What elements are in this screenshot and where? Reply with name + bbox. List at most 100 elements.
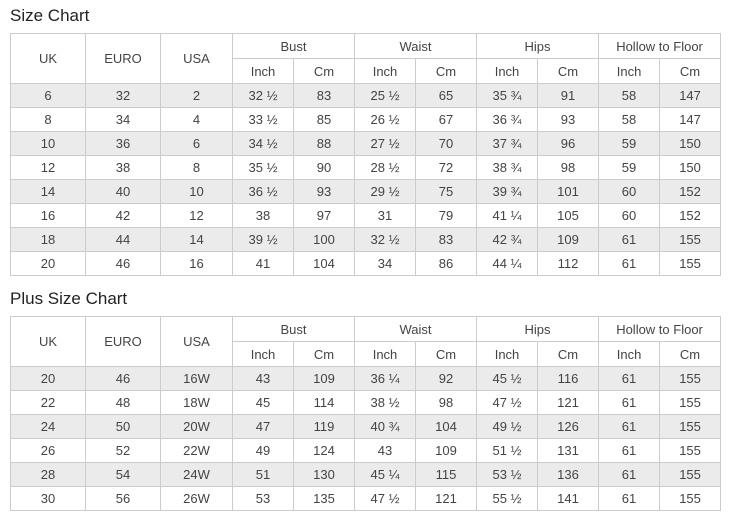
table-cell: 86 xyxy=(415,251,478,276)
table-cell: 20 xyxy=(10,251,86,276)
table-cell: 51 ½ xyxy=(476,438,539,463)
unit-header-inch: Inch xyxy=(232,341,294,367)
table-cell: 31 xyxy=(354,203,417,228)
table-cell: 105 xyxy=(537,203,600,228)
table-cell: 65 xyxy=(415,83,478,108)
table-cell: 42 ¾ xyxy=(476,227,539,252)
table-cell: 155 xyxy=(659,390,722,415)
table-cell: 131 xyxy=(537,438,600,463)
table-cell: 75 xyxy=(415,179,478,204)
table-cell: 152 xyxy=(659,179,722,204)
table-cell: 4 xyxy=(160,107,233,132)
unit-header-inch: Inch xyxy=(354,58,417,84)
column-group-hollow-to-floor: Hollow to Floor xyxy=(598,33,722,59)
table-cell: 112 xyxy=(537,251,600,276)
size-chart-page: Size Chart UK EURO USA Bust Waist Hips H… xyxy=(10,6,722,511)
table-cell: 14 xyxy=(10,179,86,204)
table-row: 22 48 18W 45 114 38 ½ 98 47 ½ 121 61 155 xyxy=(10,390,722,415)
table-cell: 56 xyxy=(85,486,161,511)
column-group-bust: Bust xyxy=(231,316,356,342)
table-cell: 93 xyxy=(537,107,600,132)
table-cell: 22 xyxy=(10,390,86,415)
table-row: 16 42 12 38 97 31 79 41 ¼ 105 60 152 xyxy=(10,203,722,228)
table-cell: 41 xyxy=(232,251,294,276)
table-cell: 59 xyxy=(598,155,661,180)
table-cell: 90 xyxy=(292,155,356,180)
table-cell: 52 xyxy=(85,438,161,463)
table-cell: 46 xyxy=(85,366,161,391)
table-cell: 18W xyxy=(160,390,233,415)
table-cell: 22W xyxy=(160,438,233,463)
table-cell: 26 xyxy=(10,438,86,463)
table-cell: 91 xyxy=(537,83,600,108)
table-cell: 60 xyxy=(598,179,661,204)
table-cell: 121 xyxy=(415,486,478,511)
table-cell: 55 ½ xyxy=(476,486,539,511)
unit-header-cm: Cm xyxy=(537,341,600,367)
table-cell: 36 ¼ xyxy=(354,366,417,391)
table-cell: 36 ½ xyxy=(232,179,294,204)
table-cell: 147 xyxy=(659,83,722,108)
table-cell: 53 ½ xyxy=(476,462,539,487)
table-cell: 109 xyxy=(537,227,600,252)
table-cell: 24W xyxy=(160,462,233,487)
column-group-hips: Hips xyxy=(476,33,600,59)
table-cell: 47 ½ xyxy=(476,390,539,415)
table-cell: 96 xyxy=(537,131,600,156)
table-cell: 33 ½ xyxy=(232,107,294,132)
unit-header-cm: Cm xyxy=(659,58,722,84)
unit-header-cm: Cm xyxy=(659,341,722,367)
unit-header-inch: Inch xyxy=(598,341,661,367)
table-cell: 34 xyxy=(354,251,417,276)
table-cell: 38 ½ xyxy=(354,390,417,415)
table-cell: 93 xyxy=(292,179,356,204)
table-cell: 51 xyxy=(232,462,294,487)
table-cell: 38 xyxy=(85,155,161,180)
table-row: 20 46 16 41 104 34 86 44 ¼ 112 61 155 xyxy=(10,251,722,276)
table-cell: 36 xyxy=(85,131,161,156)
table-cell: 28 xyxy=(10,462,86,487)
table-cell: 10 xyxy=(10,131,86,156)
table-row: 18 44 14 39 ½ 100 32 ½ 83 42 ¾ 109 61 155 xyxy=(10,227,722,252)
table-cell: 54 xyxy=(85,462,161,487)
table-cell: 34 ½ xyxy=(232,131,294,156)
header-group-row: UK EURO USA Bust Waist Hips Hollow to Fl… xyxy=(10,33,722,84)
table-cell: 141 xyxy=(537,486,600,511)
table-cell: 8 xyxy=(160,155,233,180)
table-row: 12 38 8 35 ½ 90 28 ½ 72 38 ¾ 98 59 150 xyxy=(10,155,722,180)
table-cell: 35 ¾ xyxy=(476,83,539,108)
table-cell: 45 xyxy=(232,390,294,415)
table-cell: 98 xyxy=(537,155,600,180)
table-row: 8 34 4 33 ½ 85 26 ½ 67 36 ¾ 93 58 147 xyxy=(10,107,722,132)
table-row: 28 54 24W 51 130 45 ¼ 115 53 ½ 136 61 155 xyxy=(10,462,722,487)
unit-header-cm: Cm xyxy=(415,58,478,84)
table-cell: 72 xyxy=(415,155,478,180)
table-cell: 53 xyxy=(232,486,294,511)
table-cell: 26 ½ xyxy=(354,107,417,132)
table-cell: 45 ½ xyxy=(476,366,539,391)
table-cell: 61 xyxy=(598,414,661,439)
table-cell: 44 ¼ xyxy=(476,251,539,276)
table-cell: 79 xyxy=(415,203,478,228)
size-chart-header: UK EURO USA Bust Waist Hips Hollow to Fl… xyxy=(10,33,722,84)
table-cell: 61 xyxy=(598,227,661,252)
table-cell: 114 xyxy=(292,390,356,415)
table-cell: 16W xyxy=(160,366,233,391)
table-cell: 119 xyxy=(292,414,356,439)
table-cell: 83 xyxy=(415,227,478,252)
table-cell: 32 xyxy=(85,83,161,108)
unit-header-inch: Inch xyxy=(476,341,539,367)
table-row: 6 32 2 32 ½ 83 25 ½ 65 35 ¾ 91 58 147 xyxy=(10,83,722,108)
table-cell: 46 xyxy=(85,251,161,276)
table-cell: 150 xyxy=(659,155,722,180)
table-cell: 67 xyxy=(415,107,478,132)
column-group-waist: Waist xyxy=(354,316,478,342)
table-cell: 61 xyxy=(598,390,661,415)
table-cell: 126 xyxy=(537,414,600,439)
table-cell: 61 xyxy=(598,462,661,487)
table-cell: 155 xyxy=(659,251,722,276)
table-cell: 10 xyxy=(160,179,233,204)
header-group-row: UK EURO USA Bust Waist Hips Hollow to Fl… xyxy=(10,316,722,367)
table-cell: 47 ½ xyxy=(354,486,417,511)
column-group-hips: Hips xyxy=(476,316,600,342)
